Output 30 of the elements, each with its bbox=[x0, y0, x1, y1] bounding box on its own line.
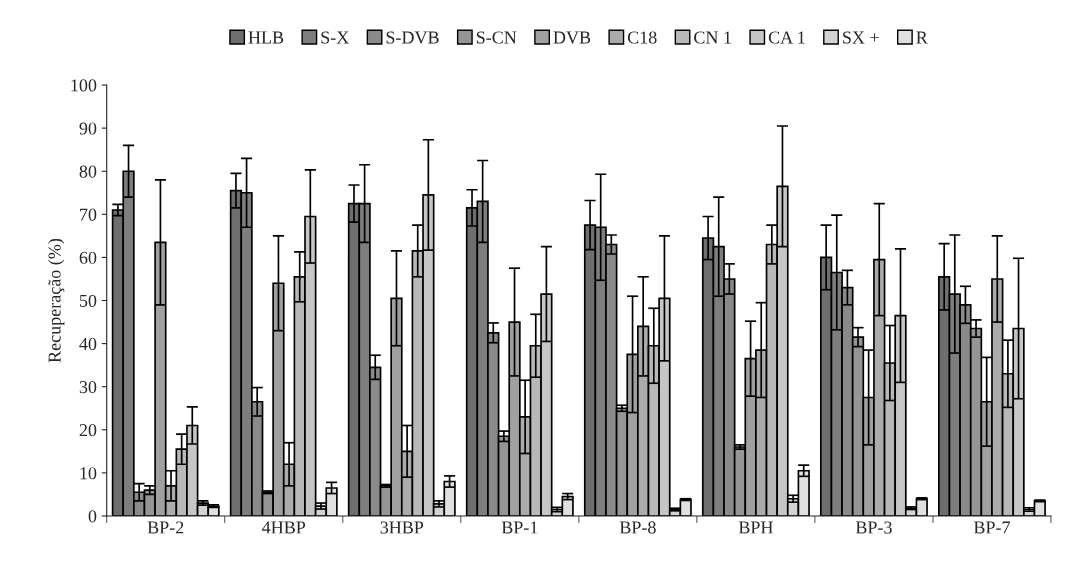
y-tick-label: 100 bbox=[71, 79, 97, 92]
y-tick-label: 80 bbox=[79, 165, 97, 178]
y-tick-label: 10 bbox=[80, 467, 97, 480]
y-tick-label: 90 bbox=[79, 122, 97, 135]
legend-label: R bbox=[916, 31, 928, 44]
x-tick-label: BP-7 bbox=[973, 521, 1011, 534]
legend-label: SX + bbox=[843, 31, 879, 44]
y-tick-label: 0 bbox=[88, 510, 97, 523]
legend-label: DVB bbox=[553, 31, 591, 44]
y-tick-label: 40 bbox=[79, 337, 97, 351]
x-tick-label: BP-8 bbox=[619, 521, 656, 534]
x-tick-label: 3HBP bbox=[380, 521, 424, 534]
y-tick-label: 20 bbox=[79, 424, 97, 437]
y-axis-title: Recuperação (%) bbox=[47, 238, 65, 363]
x-tick-label: BPH bbox=[738, 521, 773, 534]
y-tick-label: 30 bbox=[79, 380, 97, 394]
legend-label: C18 bbox=[627, 31, 657, 44]
legend-label: HLB bbox=[248, 31, 284, 44]
x-tick-label: BP-2 bbox=[147, 521, 184, 534]
x-tick-label: BP-1 bbox=[501, 521, 538, 534]
legend-label: S-X bbox=[321, 31, 349, 44]
x-tick-label: 4HBP bbox=[262, 521, 306, 534]
legend-label: CA 1 bbox=[768, 31, 805, 44]
legend-label: CN 1 bbox=[694, 31, 731, 44]
legend-label: S-CN bbox=[476, 31, 517, 44]
legend-label: S-DVB bbox=[386, 31, 439, 44]
y-tick-label: 60 bbox=[79, 251, 97, 264]
y-tick-label: 70 bbox=[80, 208, 97, 221]
y-tick-label: 50 bbox=[79, 294, 97, 307]
x-tick-label: BP-3 bbox=[855, 521, 892, 534]
